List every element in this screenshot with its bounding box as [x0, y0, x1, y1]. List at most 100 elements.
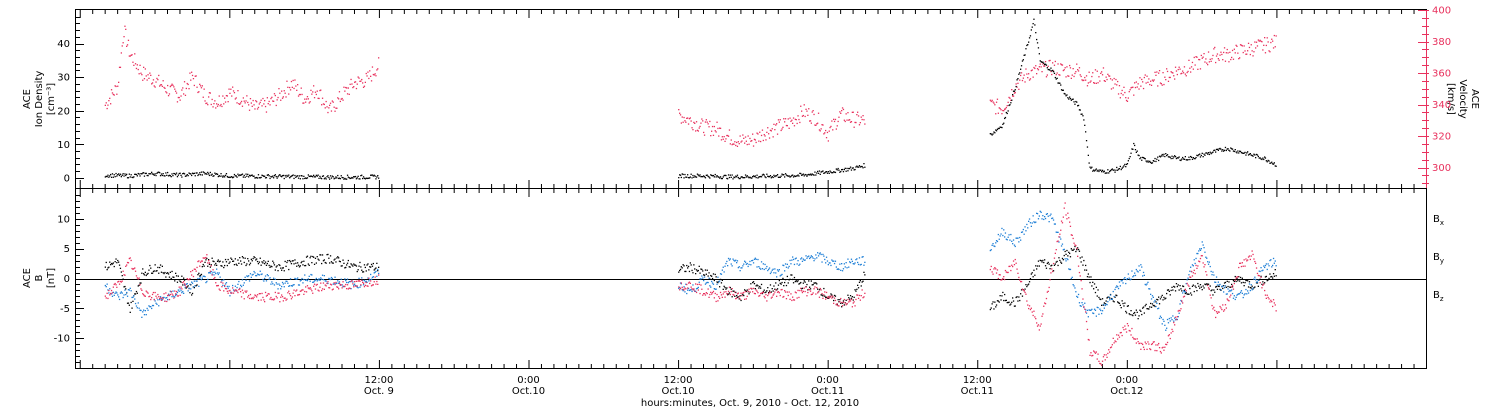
velocity-point [1233, 48, 1235, 50]
by-point [141, 316, 143, 318]
by-point [148, 305, 150, 307]
by-point [1095, 315, 1097, 317]
bx-point [1074, 245, 1076, 248]
bx-point [191, 294, 193, 296]
density-point [187, 175, 189, 177]
bx-point [339, 261, 341, 263]
density-point [1272, 163, 1275, 165]
density-point [115, 172, 117, 175]
bx-point [757, 285, 759, 287]
velocity-point [711, 125, 714, 128]
velocity-point [292, 79, 294, 82]
bx-point [735, 291, 737, 294]
bz-point [1003, 276, 1005, 278]
velocity-point [690, 120, 692, 122]
bx-point [1090, 276, 1092, 278]
density-point [1150, 161, 1152, 164]
by-point [1101, 310, 1104, 312]
density-point [1034, 24, 1036, 26]
bz-point [703, 293, 706, 295]
bx-point [220, 265, 222, 267]
by-point [691, 290, 693, 293]
density-point [797, 174, 799, 176]
bz-point [1246, 260, 1248, 262]
bx-point [1028, 283, 1030, 285]
velocity-point [368, 77, 370, 80]
density-point [834, 171, 837, 174]
bz-point [340, 284, 342, 286]
bx-point [302, 264, 304, 266]
velocity-point [232, 86, 234, 88]
bx-point [168, 276, 171, 278]
velocity-point [162, 80, 164, 82]
bx-point [197, 274, 199, 276]
by-point [1269, 259, 1271, 262]
density-point [1178, 156, 1180, 158]
bx-point [738, 298, 740, 300]
density-point [1275, 165, 1277, 167]
velocity-point [342, 99, 344, 101]
bz-point [1029, 308, 1032, 311]
bx-point [685, 270, 687, 273]
density-point [846, 167, 848, 170]
by-point [1046, 213, 1048, 215]
bx-point [204, 261, 206, 263]
bx-point [1121, 300, 1123, 302]
bz-point [138, 277, 140, 279]
by-point [701, 275, 703, 277]
bx-point [1187, 293, 1189, 295]
bz-point [1125, 328, 1127, 330]
bx-point [218, 261, 220, 263]
velocity-point [359, 80, 361, 82]
velocity-point [846, 119, 848, 121]
bz-point [1157, 344, 1159, 346]
density-point [718, 176, 720, 178]
velocity-point [284, 92, 286, 94]
bz-point [1188, 285, 1190, 287]
velocity-point [118, 81, 120, 83]
density-point [1095, 168, 1097, 170]
density-point [328, 176, 330, 179]
density-point [829, 170, 831, 172]
bx-point [1185, 292, 1187, 294]
bx-point [1274, 269, 1276, 271]
bx-point [265, 264, 268, 266]
density-point [259, 177, 261, 179]
by-point [1133, 275, 1135, 277]
by-point [803, 259, 805, 261]
bz-point [314, 288, 317, 290]
velocity-point [148, 77, 150, 79]
by-point [248, 275, 250, 277]
density-point [1184, 156, 1186, 158]
velocity-point [355, 87, 358, 90]
density-point [1092, 170, 1094, 172]
density-point [745, 176, 747, 178]
velocity-point [995, 113, 997, 115]
density-point [355, 178, 358, 180]
bz-point [845, 304, 847, 306]
bx-point [358, 265, 360, 267]
by-point [1042, 215, 1044, 217]
density-point [837, 167, 839, 170]
density-point [760, 175, 762, 178]
density-point [208, 173, 210, 175]
density-point [1211, 152, 1213, 154]
bx-point [736, 296, 739, 298]
bz-point [840, 297, 842, 300]
x-tick-label-date: Oct. 9 [364, 386, 394, 397]
bz-point [301, 289, 303, 291]
velocity-point [331, 100, 333, 102]
density-point [993, 131, 995, 133]
velocity-point [139, 64, 141, 66]
bx-point [764, 291, 766, 294]
by-point [1026, 223, 1028, 226]
velocity-point [718, 135, 720, 137]
by-point [329, 278, 332, 281]
by-point [711, 280, 713, 283]
by-point [775, 272, 777, 274]
density-point [755, 176, 757, 179]
bz-point [1197, 265, 1199, 267]
density-point [1268, 160, 1270, 162]
density-point [359, 178, 361, 180]
bx-point [687, 265, 690, 268]
